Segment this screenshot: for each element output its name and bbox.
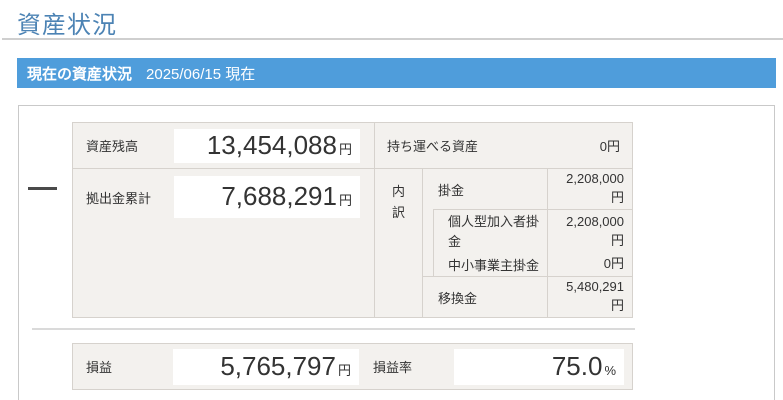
asset-balance-value: 13,454,088 円 — [174, 128, 360, 163]
title-divider — [2, 38, 783, 40]
asset-balance-label: 資産残高 — [86, 139, 139, 154]
banner-date: 2025/06/15 現在 — [146, 65, 256, 83]
contributions-total-value: 7,688,291 円 — [174, 176, 360, 218]
profit-loss-label: 損益 — [86, 360, 113, 375]
portable-assets-label: 持ち運べる資産 — [387, 139, 479, 154]
contributions-total-label: 拠出金累計 — [86, 190, 152, 206]
profit-loss-rate-label: 損益率 — [373, 360, 413, 375]
profit-loss-table: 損益 5,765,797 円 損益率 75.0 % — [72, 343, 633, 390]
premium-value-cell: 2,208,000円 — [547, 169, 632, 209]
profit-loss-value: 5,765,797 円 — [173, 348, 359, 385]
transfer-label-cell: 移換金 — [423, 276, 547, 317]
small-business-premium-value-cell: 0円 — [547, 253, 632, 276]
contributions-total-row: 拠出金累計 7,688,291 円 — [73, 169, 375, 317]
breakdown-header-cell: 内訳 — [375, 169, 423, 317]
premium-label-cell: 掛金 — [423, 169, 547, 209]
transfer-value-cell: 5,480,291円 — [547, 276, 632, 317]
banner-title: 現在の資産状況 — [27, 65, 133, 83]
current-assets-banner: 現在の資産状況 2025/06/15 現在 — [17, 58, 776, 88]
individual-premium-label-cell: 個人型加入者掛金 — [433, 209, 547, 253]
asset-balance-row: 資産残高 13,454,088 円 — [73, 123, 375, 169]
page-title: 資産状況 — [17, 12, 117, 39]
section-separator — [32, 328, 635, 330]
small-business-premium-label-cell: 中小事業主掛金 — [433, 253, 547, 276]
collapse-toggle-dash-icon[interactable] — [28, 187, 57, 190]
breakdown-indent-cell — [423, 209, 433, 276]
portable-assets-row: 持ち運べる資産 0円 — [375, 123, 632, 169]
portable-assets-value: 0円 — [599, 139, 620, 154]
asset-summary-table: 資産残高 13,454,088 円 持ち運べる資産 0円 拠出金累計 7,688… — [72, 122, 633, 318]
profit-loss-rate-value: 75.0 % — [454, 348, 624, 385]
breakdown-header-label: 内訳 — [392, 184, 406, 220]
individual-premium-value-cell: 2,208,000円 — [547, 209, 632, 253]
